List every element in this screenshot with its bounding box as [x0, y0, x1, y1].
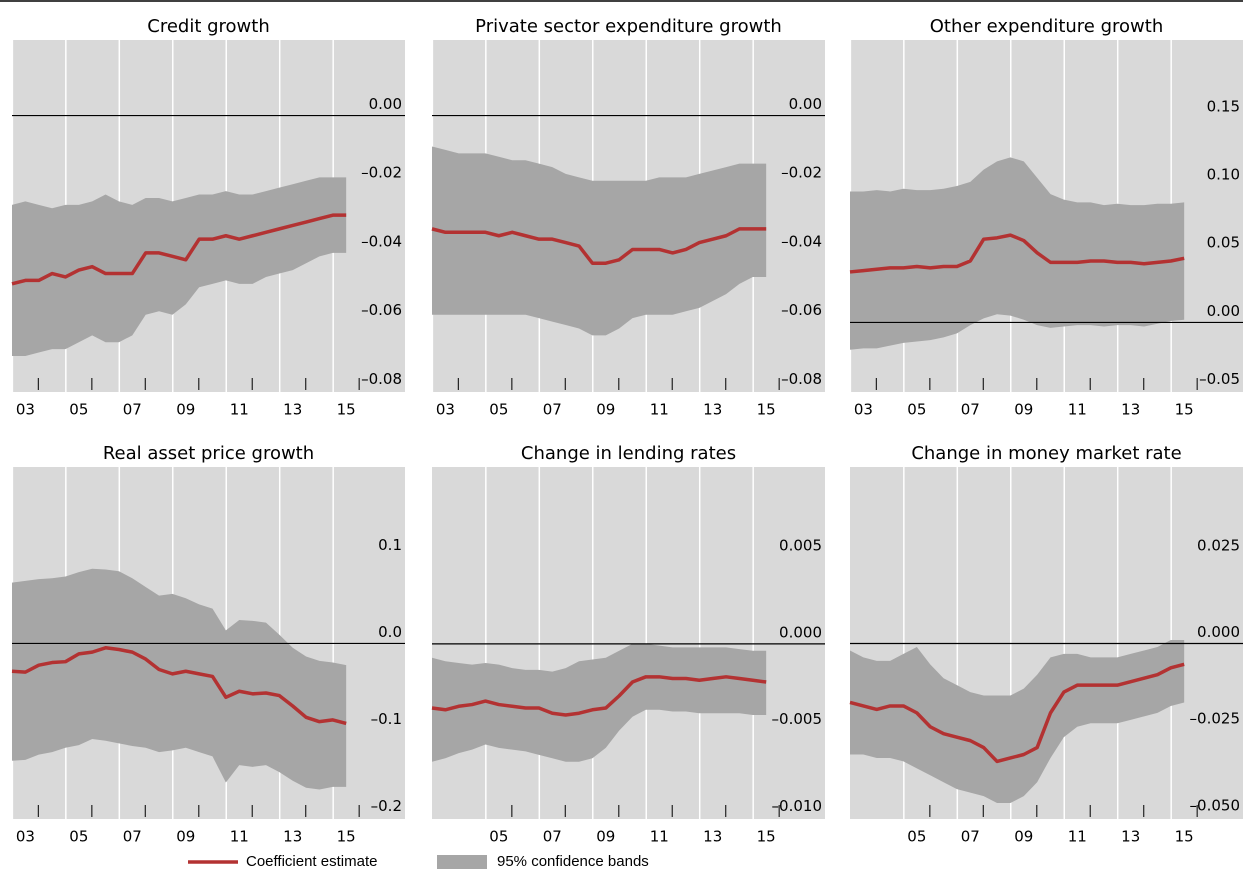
y-tick-label: –0.08	[361, 370, 402, 388]
y-tick-label: –0.06	[361, 301, 402, 319]
x-tick-label: 07	[543, 401, 562, 419]
estimate-line	[11, 646, 347, 726]
legend-swatch-band	[437, 855, 487, 869]
x-tick-label: 11	[1068, 401, 1087, 419]
y-tick-label: 0.0	[378, 623, 402, 641]
x-tick-label: 11	[230, 828, 249, 846]
x-tick-label: 09	[176, 401, 195, 419]
x-tick-label: 03	[436, 401, 455, 419]
x-tick-label: 15	[757, 828, 776, 846]
x-tick-label: 13	[1121, 401, 1140, 419]
x-tick-label: 05	[907, 401, 926, 419]
panel-title: Change in lending rates	[521, 443, 736, 464]
y-tick-label: –0.02	[781, 164, 822, 182]
x-tick-label: 11	[650, 828, 669, 846]
x-tick-label: 13	[703, 828, 722, 846]
x-tick-label: 09	[596, 401, 615, 419]
x-tick-label: 07	[123, 401, 142, 419]
panel: Private sector expenditure growth 0.00 –0.…	[431, 16, 825, 419]
x-tick-label: 15	[1175, 401, 1194, 419]
x-tick-label: 03	[16, 401, 35, 419]
y-tick-label: 0.000	[1197, 623, 1240, 641]
y-tick-label: –0.1	[371, 710, 402, 728]
panel-title: Credit growth	[147, 16, 269, 37]
y-tick-label: 0.00	[1207, 302, 1240, 320]
estimate-line	[849, 233, 1185, 274]
y-tick-label: 0.005	[779, 537, 822, 555]
x-tick-label: 05	[69, 828, 88, 846]
x-tick-label: 09	[1014, 828, 1033, 846]
y-tick-label: –0.04	[781, 232, 822, 250]
x-tick-label: 13	[283, 828, 302, 846]
panel: Real asset price growth 0.1 0.0 –0.1 –0.2 03 0…	[11, 443, 405, 846]
y-tick-label: 0.00	[789, 95, 822, 113]
y-tick-label: 0.025	[1197, 536, 1240, 554]
x-tick-label: 13	[1121, 828, 1140, 846]
estimate-line	[431, 227, 767, 265]
panel: Change in money market rate 0.025 0.000 –0.…	[849, 443, 1243, 846]
x-tick-label: 07	[123, 828, 142, 846]
x-tick-label: 09	[1014, 401, 1033, 419]
confidence-band	[12, 177, 347, 356]
y-tick-label: –0.2	[371, 797, 402, 815]
panel: Change in lending rates 0.005 0.000 –0.005 –…	[431, 443, 825, 846]
y-tick-label: –0.08	[781, 370, 822, 388]
y-tick-label: –0.005	[772, 710, 822, 728]
y-tick-label: 0.00	[369, 95, 402, 113]
panel-title: Change in money market rate	[911, 443, 1181, 464]
x-tick-label: 13	[703, 401, 722, 419]
estimate-line	[431, 675, 767, 717]
x-tick-label: 09	[596, 828, 615, 846]
x-tick-label: 09	[176, 828, 195, 846]
x-tick-label: 07	[961, 401, 980, 419]
confidence-band	[850, 157, 1185, 350]
y-tick-label: –0.06	[781, 301, 822, 319]
x-tick-label: 15	[337, 828, 356, 846]
y-tick-label: –0.050	[1190, 796, 1240, 814]
confidence-band	[12, 568, 347, 790]
panel: Credit growth 0.00 –0.02 –0.04 –0.06 –0.08 03 0…	[11, 16, 405, 419]
panel-title: Private sector expenditure growth	[475, 16, 782, 37]
x-tick-label: 11	[1068, 828, 1087, 846]
x-tick-label: 05	[907, 828, 926, 846]
x-tick-label: 15	[1175, 828, 1194, 846]
y-tick-label: –0.02	[361, 164, 402, 182]
y-tick-label: 0.05	[1207, 234, 1240, 252]
x-tick-label: 07	[961, 828, 980, 846]
estimate-line	[849, 662, 1185, 764]
legend-label: 95% confidence bands	[497, 853, 649, 870]
x-tick-label: 11	[230, 401, 249, 419]
x-tick-label: 05	[489, 828, 508, 846]
panel-title: Real asset price growth	[103, 443, 314, 464]
y-tick-label: 0.000	[779, 623, 822, 641]
x-tick-label: 05	[69, 401, 88, 419]
confidence-band	[432, 643, 767, 762]
x-tick-label: 11	[650, 401, 669, 419]
y-tick-label: –0.010	[772, 797, 822, 815]
x-tick-label: 13	[283, 401, 302, 419]
y-tick-label: –0.04	[361, 232, 402, 250]
panel: Other expenditure growth 0.15 0.10 0.05 0.00…	[849, 16, 1243, 419]
legend-label: Coefficient estimate	[246, 853, 377, 870]
confidence-band	[432, 146, 767, 336]
y-tick-label: 0.10	[1207, 165, 1240, 183]
plot-background	[432, 467, 825, 819]
legend: Coefficient estimate 95% confidence band…	[188, 853, 649, 870]
x-tick-label: 07	[543, 828, 562, 846]
y-tick-label: –0.025	[1190, 710, 1240, 728]
estimate-line	[11, 213, 347, 286]
x-tick-label: 15	[757, 401, 776, 419]
x-tick-label: 03	[854, 401, 873, 419]
y-tick-label: 0.1	[378, 536, 402, 554]
y-tick-label: –0.05	[1199, 370, 1240, 388]
confidence-band	[850, 640, 1185, 804]
x-tick-label: 15	[337, 401, 356, 419]
y-tick-label: 0.15	[1207, 97, 1240, 115]
x-tick-label: 05	[489, 401, 508, 419]
panel-title: Other expenditure growth	[930, 16, 1163, 37]
x-tick-label: 03	[16, 828, 35, 846]
